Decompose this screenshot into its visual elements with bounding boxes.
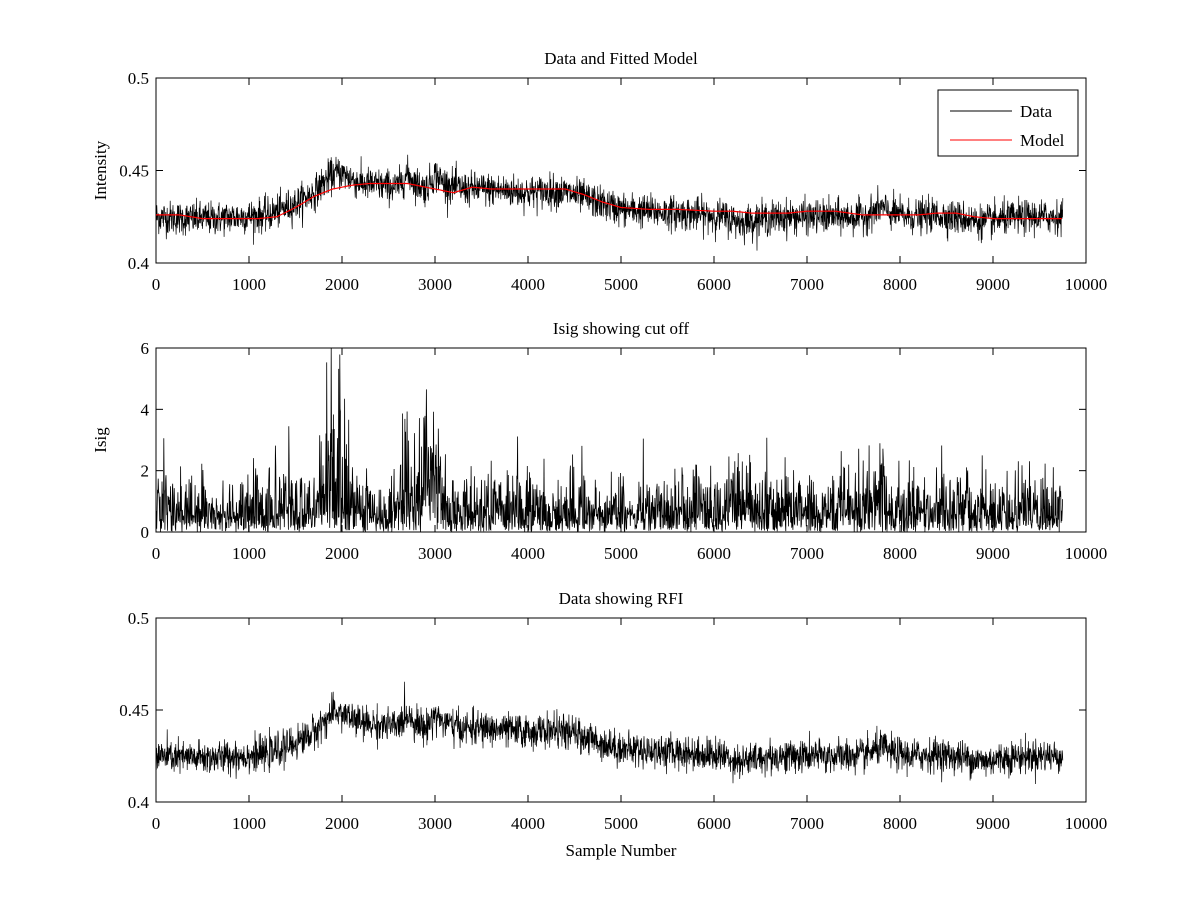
x-tick-label: 9000 bbox=[976, 275, 1010, 294]
x-tick-label: 6000 bbox=[697, 544, 731, 563]
legend-box bbox=[937, 89, 1079, 157]
x-tick-label: 1000 bbox=[232, 275, 266, 294]
y-axis-label: Intensity bbox=[91, 140, 110, 200]
x-tick-label: 2000 bbox=[325, 544, 359, 563]
x-tick-label: 10000 bbox=[1065, 275, 1108, 294]
panel-3: 0 1000 2000 3000 4000 5000 6000 7000 8000 9000 100… bbox=[119, 589, 1107, 860]
y-tick-label: 0.5 bbox=[128, 69, 149, 88]
y-tick-label: 0.4 bbox=[128, 793, 150, 812]
x-tick-label: 4000 bbox=[511, 544, 545, 563]
series-line-model bbox=[156, 182, 1062, 220]
y-tick-label: 0.5 bbox=[128, 609, 149, 628]
x-tick-label: 8000 bbox=[883, 544, 917, 563]
x-tick-label: 10000 bbox=[1065, 814, 1108, 833]
x-tick-label: 7000 bbox=[790, 814, 824, 833]
x-tick-label: 4000 bbox=[511, 275, 545, 294]
x-tick-label: 1000 bbox=[232, 814, 266, 833]
axes-box bbox=[155, 617, 1087, 803]
x-tick-label: 3000 bbox=[418, 275, 452, 294]
y-tick-label: 0.4 bbox=[128, 254, 150, 273]
series-group bbox=[156, 681, 1064, 785]
x-tick-label: 3000 bbox=[418, 814, 452, 833]
legend-label-data: Data bbox=[1020, 102, 1053, 121]
y-tick-label: 4 bbox=[141, 400, 150, 419]
x-tick-label: 6000 bbox=[697, 814, 731, 833]
series-group bbox=[156, 154, 1064, 251]
x-tick-label: 5000 bbox=[604, 275, 638, 294]
x-tick-label: 0 bbox=[152, 275, 161, 294]
x-tick-label: 0 bbox=[152, 544, 161, 563]
series-line-data bbox=[156, 154, 1064, 251]
y-tick-label: 6 bbox=[141, 339, 150, 358]
chart-title: Data showing RFI bbox=[559, 589, 684, 608]
legend-label-model: Model bbox=[1020, 131, 1065, 150]
x-tick-label: 7000 bbox=[790, 275, 824, 294]
panel-1: 0 1000 2000 3000 4000 5000 6000 7000 8000 9000 100… bbox=[91, 49, 1107, 294]
panel-2: 0 1000 2000 3000 4000 5000 6000 7000 8000 9000 100… bbox=[91, 319, 1107, 563]
x-tick-label: 5000 bbox=[604, 814, 638, 833]
series-group bbox=[156, 348, 1063, 532]
x-tick-label: 9000 bbox=[976, 814, 1010, 833]
chart-title: Isig showing cut off bbox=[553, 319, 689, 338]
x-tick-label: 0 bbox=[152, 814, 161, 833]
y-tick-label: 0.45 bbox=[119, 701, 149, 720]
y-axis-label: Isig bbox=[91, 427, 110, 453]
x-tick-label: 10000 bbox=[1065, 544, 1108, 563]
x-tick-label: 2000 bbox=[325, 814, 359, 833]
x-tick-label: 6000 bbox=[697, 275, 731, 294]
y-tick-label: 2 bbox=[141, 462, 150, 481]
series-line-isig bbox=[156, 348, 1063, 532]
x-tick-label: 2000 bbox=[325, 275, 359, 294]
x-tick-label: 8000 bbox=[883, 814, 917, 833]
legend: Data Model bbox=[937, 89, 1079, 157]
x-tick-label: 4000 bbox=[511, 814, 545, 833]
x-tick-label: 9000 bbox=[976, 544, 1010, 563]
x-tick-label: 1000 bbox=[232, 544, 266, 563]
y-tick-label: 0.45 bbox=[119, 162, 149, 181]
series-line-data bbox=[156, 681, 1064, 785]
x-tick-label: 8000 bbox=[883, 275, 917, 294]
x-tick-label: 5000 bbox=[604, 544, 638, 563]
x-axis-label: Sample Number bbox=[566, 841, 677, 860]
x-tick-label: 3000 bbox=[418, 544, 452, 563]
x-tick-label: 7000 bbox=[790, 544, 824, 563]
chart-title: Data and Fitted Model bbox=[544, 49, 698, 68]
y-tick-label: 0 bbox=[141, 523, 150, 542]
